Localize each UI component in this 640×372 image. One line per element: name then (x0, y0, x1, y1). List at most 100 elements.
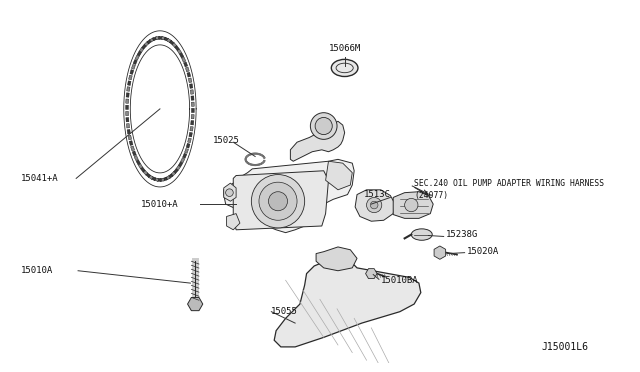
Polygon shape (393, 192, 433, 218)
Polygon shape (189, 132, 193, 137)
Polygon shape (175, 46, 179, 51)
Polygon shape (172, 43, 177, 48)
Circle shape (315, 118, 332, 135)
Text: 15066M: 15066M (328, 44, 361, 54)
Polygon shape (179, 53, 184, 58)
Polygon shape (191, 115, 194, 119)
Text: 15010BA: 15010BA (381, 276, 419, 285)
Polygon shape (191, 108, 195, 113)
Circle shape (404, 198, 418, 212)
Circle shape (367, 198, 382, 213)
Text: 15025: 15025 (213, 136, 240, 145)
Polygon shape (141, 167, 145, 172)
Polygon shape (154, 178, 159, 181)
Polygon shape (274, 259, 421, 347)
Polygon shape (173, 169, 178, 174)
Polygon shape (131, 64, 136, 69)
Text: 15010+A: 15010+A (141, 200, 179, 209)
Polygon shape (188, 78, 192, 83)
Polygon shape (150, 38, 155, 42)
Polygon shape (133, 60, 137, 64)
Polygon shape (224, 183, 236, 201)
Polygon shape (136, 160, 140, 165)
Polygon shape (127, 87, 130, 91)
Text: 1513C: 1513C (364, 190, 390, 199)
Polygon shape (141, 44, 147, 49)
Polygon shape (180, 158, 185, 163)
Polygon shape (126, 124, 129, 128)
Polygon shape (131, 146, 134, 151)
Polygon shape (188, 138, 191, 142)
Ellipse shape (332, 60, 358, 77)
Polygon shape (188, 298, 203, 311)
Polygon shape (125, 99, 129, 103)
Polygon shape (125, 105, 129, 109)
Polygon shape (157, 179, 161, 182)
Polygon shape (291, 121, 345, 161)
Text: SEC.240 OIL PUMP ADAPTER WIRING HARNESS: SEC.240 OIL PUMP ADAPTER WIRING HARNESS (414, 179, 604, 187)
Polygon shape (151, 176, 156, 181)
Polygon shape (189, 84, 193, 88)
Text: 15020A: 15020A (467, 247, 499, 256)
Text: 15238G: 15238G (445, 230, 478, 239)
Polygon shape (143, 170, 148, 175)
Polygon shape (186, 67, 189, 72)
Polygon shape (156, 36, 160, 40)
Polygon shape (135, 55, 140, 60)
Polygon shape (164, 37, 169, 41)
Polygon shape (140, 47, 144, 52)
Polygon shape (233, 171, 328, 230)
Polygon shape (224, 159, 354, 232)
Polygon shape (190, 126, 193, 131)
Polygon shape (165, 176, 170, 180)
Polygon shape (159, 36, 163, 39)
Polygon shape (191, 102, 194, 106)
Text: 15055: 15055 (271, 307, 298, 316)
Polygon shape (152, 37, 157, 41)
Polygon shape (177, 49, 182, 54)
Polygon shape (130, 70, 134, 74)
Ellipse shape (412, 229, 432, 240)
Polygon shape (125, 111, 129, 116)
Polygon shape (128, 135, 132, 140)
Polygon shape (163, 177, 168, 181)
Circle shape (371, 201, 378, 209)
Circle shape (252, 174, 305, 228)
Polygon shape (355, 190, 395, 221)
Polygon shape (184, 148, 188, 153)
Polygon shape (182, 57, 186, 62)
Polygon shape (145, 173, 150, 177)
Polygon shape (147, 39, 152, 44)
Polygon shape (126, 93, 129, 97)
Polygon shape (129, 75, 132, 80)
Polygon shape (186, 143, 190, 148)
Polygon shape (326, 161, 352, 190)
Polygon shape (161, 36, 166, 40)
Polygon shape (365, 269, 377, 279)
Circle shape (226, 189, 233, 196)
Polygon shape (170, 40, 174, 45)
Polygon shape (191, 96, 194, 100)
Polygon shape (138, 164, 143, 169)
Polygon shape (144, 41, 149, 46)
Polygon shape (182, 153, 187, 158)
Polygon shape (132, 151, 136, 156)
Polygon shape (168, 174, 173, 179)
Polygon shape (187, 72, 191, 77)
Text: 15041+A: 15041+A (21, 174, 59, 183)
Polygon shape (134, 155, 138, 160)
Polygon shape (148, 175, 153, 179)
Polygon shape (171, 171, 175, 176)
Text: J15001L6: J15001L6 (541, 342, 588, 352)
Polygon shape (127, 129, 131, 134)
Text: 15010A: 15010A (21, 266, 53, 275)
Polygon shape (227, 214, 240, 230)
Text: (24077): (24077) (414, 191, 448, 200)
Polygon shape (184, 62, 188, 67)
Polygon shape (191, 121, 194, 125)
Polygon shape (179, 162, 183, 167)
Polygon shape (190, 90, 193, 94)
Polygon shape (176, 166, 180, 170)
Polygon shape (160, 178, 164, 182)
Polygon shape (126, 118, 129, 122)
